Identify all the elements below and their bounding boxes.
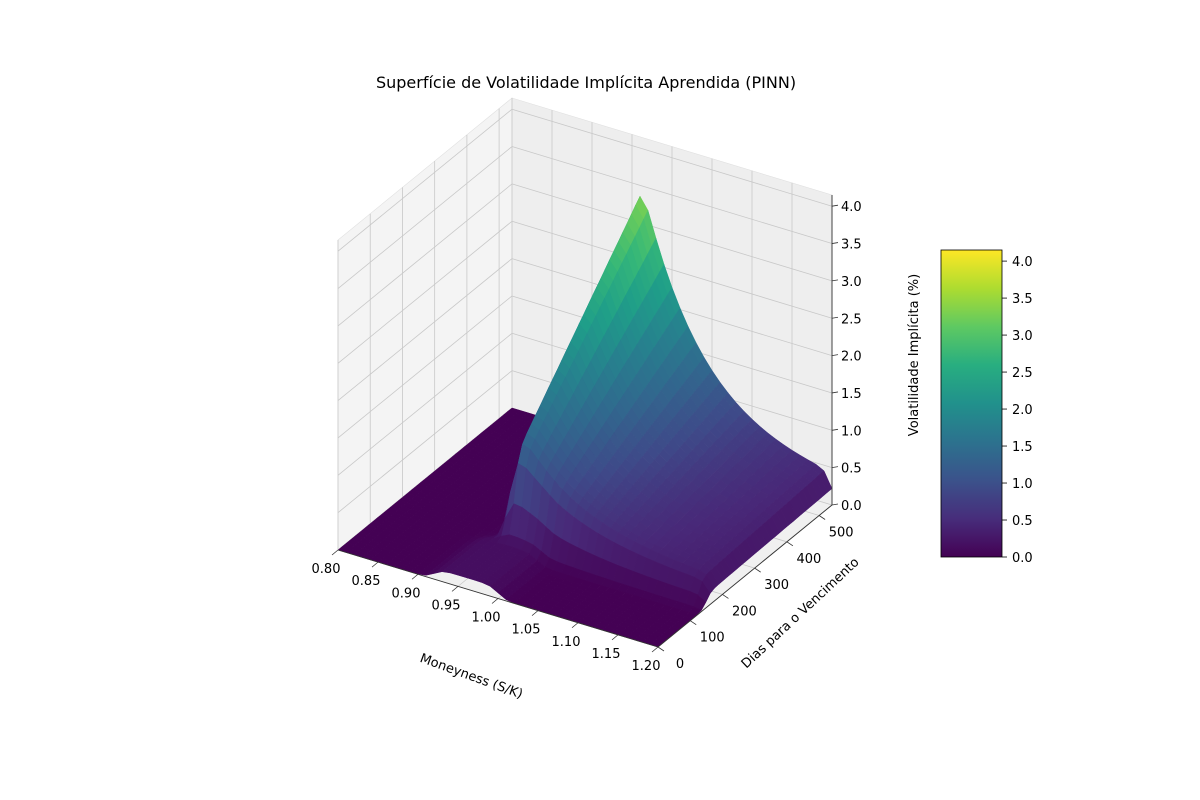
colorbar-tick-label: 0.0: [1012, 551, 1033, 566]
y-axis-label: Dias para o Vencimento: [739, 555, 863, 672]
tick-labels: 0.80 0.85 0.90 0.95 1.00 1.05 1.10 1.15 1.20 0 100…: [312, 200, 862, 674]
x-tick-label: 0.95: [432, 598, 461, 613]
z-tick-mark: [831, 316, 839, 319]
z-tick-mark: [831, 428, 839, 431]
z-tick-mark: [831, 279, 839, 282]
y-tick-mark: [690, 620, 697, 626]
z-tick-mark: [831, 354, 839, 356]
z-tick-label: 0.0: [841, 499, 862, 514]
x-tick-mark: [611, 634, 619, 641]
x-tick-label: 0.85: [352, 574, 381, 589]
x-tick-mark: [571, 622, 579, 629]
x-tick-mark: [651, 646, 659, 653]
colorbar: [940, 249, 1003, 558]
z-tick-label: 3.0: [841, 275, 862, 290]
y-tick-label: 500: [829, 526, 854, 541]
grid-line: [337, 146, 513, 289]
grid-line: [511, 108, 833, 207]
y-tick-mark: [657, 646, 665, 652]
colorbar-tick-label: 4.0: [1012, 255, 1033, 270]
x-tick-label: 1.10: [552, 635, 581, 650]
grid-line: [337, 220, 513, 364]
z-axis-label: Volatilidade Implícita (%): [907, 274, 922, 436]
colorbar-tick-label: 0.5: [1012, 514, 1033, 529]
z-tick-label: 3.5: [841, 238, 862, 253]
y-tick-label: 200: [732, 604, 757, 619]
x-tick-mark: [411, 573, 419, 580]
grid-line: [337, 295, 513, 439]
y-tick-label: 300: [764, 578, 789, 593]
grid-line: [337, 183, 513, 327]
grid-line: [337, 108, 513, 252]
y-tick-label: 0: [676, 657, 684, 672]
grid-line: [337, 258, 513, 401]
z-tick-label: 4.0: [841, 200, 862, 215]
grid-line: [511, 183, 833, 282]
x-tick-mark: [491, 598, 499, 604]
x-axis-label: Moneyness (S/K): [418, 651, 525, 702]
chart-title: Superfície de Volatilidade Implícita Apr…: [376, 73, 796, 92]
x-tick-label: 1.00: [472, 611, 501, 626]
colorbar-ticks: 0.0 0.5 1.0 1.5 2.0 2.5 3.0 3.5 4.0: [1002, 255, 1033, 566]
colorbar-tick-label: 1.5: [1012, 440, 1033, 455]
x-tick-label: 1.20: [632, 659, 661, 674]
colorbar-tick-label: 2.0: [1012, 403, 1033, 418]
z-tick-mark: [831, 503, 839, 506]
grid-line: [511, 146, 833, 244]
y-tick-label: 400: [796, 552, 821, 567]
z-tick-label: 1.5: [841, 387, 862, 402]
y-tick-label: 100: [700, 631, 725, 646]
y-tick-mark: [786, 541, 794, 547]
z-tick-mark: [831, 204, 839, 207]
colorbar-tick-label: 3.5: [1012, 292, 1033, 307]
z-tick-mark: [831, 466, 839, 469]
z-tick-mark: [831, 391, 839, 394]
colorbar-tick-label: 3.0: [1012, 329, 1033, 344]
z-tick-label: 2.5: [841, 312, 862, 327]
z-tick-label: 0.5: [841, 462, 862, 477]
x-tick-mark: [531, 610, 539, 616]
volatility-surface: [337, 195, 833, 648]
colorbar-tick-label: 2.5: [1012, 366, 1033, 381]
grid-line: [337, 332, 513, 476]
grid-line: [337, 370, 513, 513]
y-tick-mark: [754, 567, 761, 573]
x-tick-label: 1.15: [592, 647, 621, 662]
y-axis-line: [657, 504, 833, 648]
z-tick-mark: [831, 242, 839, 244]
x-tick-label: 1.05: [512, 623, 541, 638]
x-tick-label: 0.80: [312, 562, 341, 577]
x-tick-mark: [331, 549, 339, 556]
colorbar-tick-label: 1.0: [1012, 477, 1033, 492]
x-tick-mark: [451, 586, 459, 592]
grid-line: [511, 220, 833, 319]
y-tick-mark: [722, 594, 729, 599]
z-tick-label: 1.0: [841, 424, 862, 439]
x-tick-mark: [371, 561, 379, 568]
z-tick-label: 2.0: [841, 350, 862, 365]
x-tick-label: 0.90: [392, 586, 421, 601]
y-tick-mark: [818, 515, 826, 520]
